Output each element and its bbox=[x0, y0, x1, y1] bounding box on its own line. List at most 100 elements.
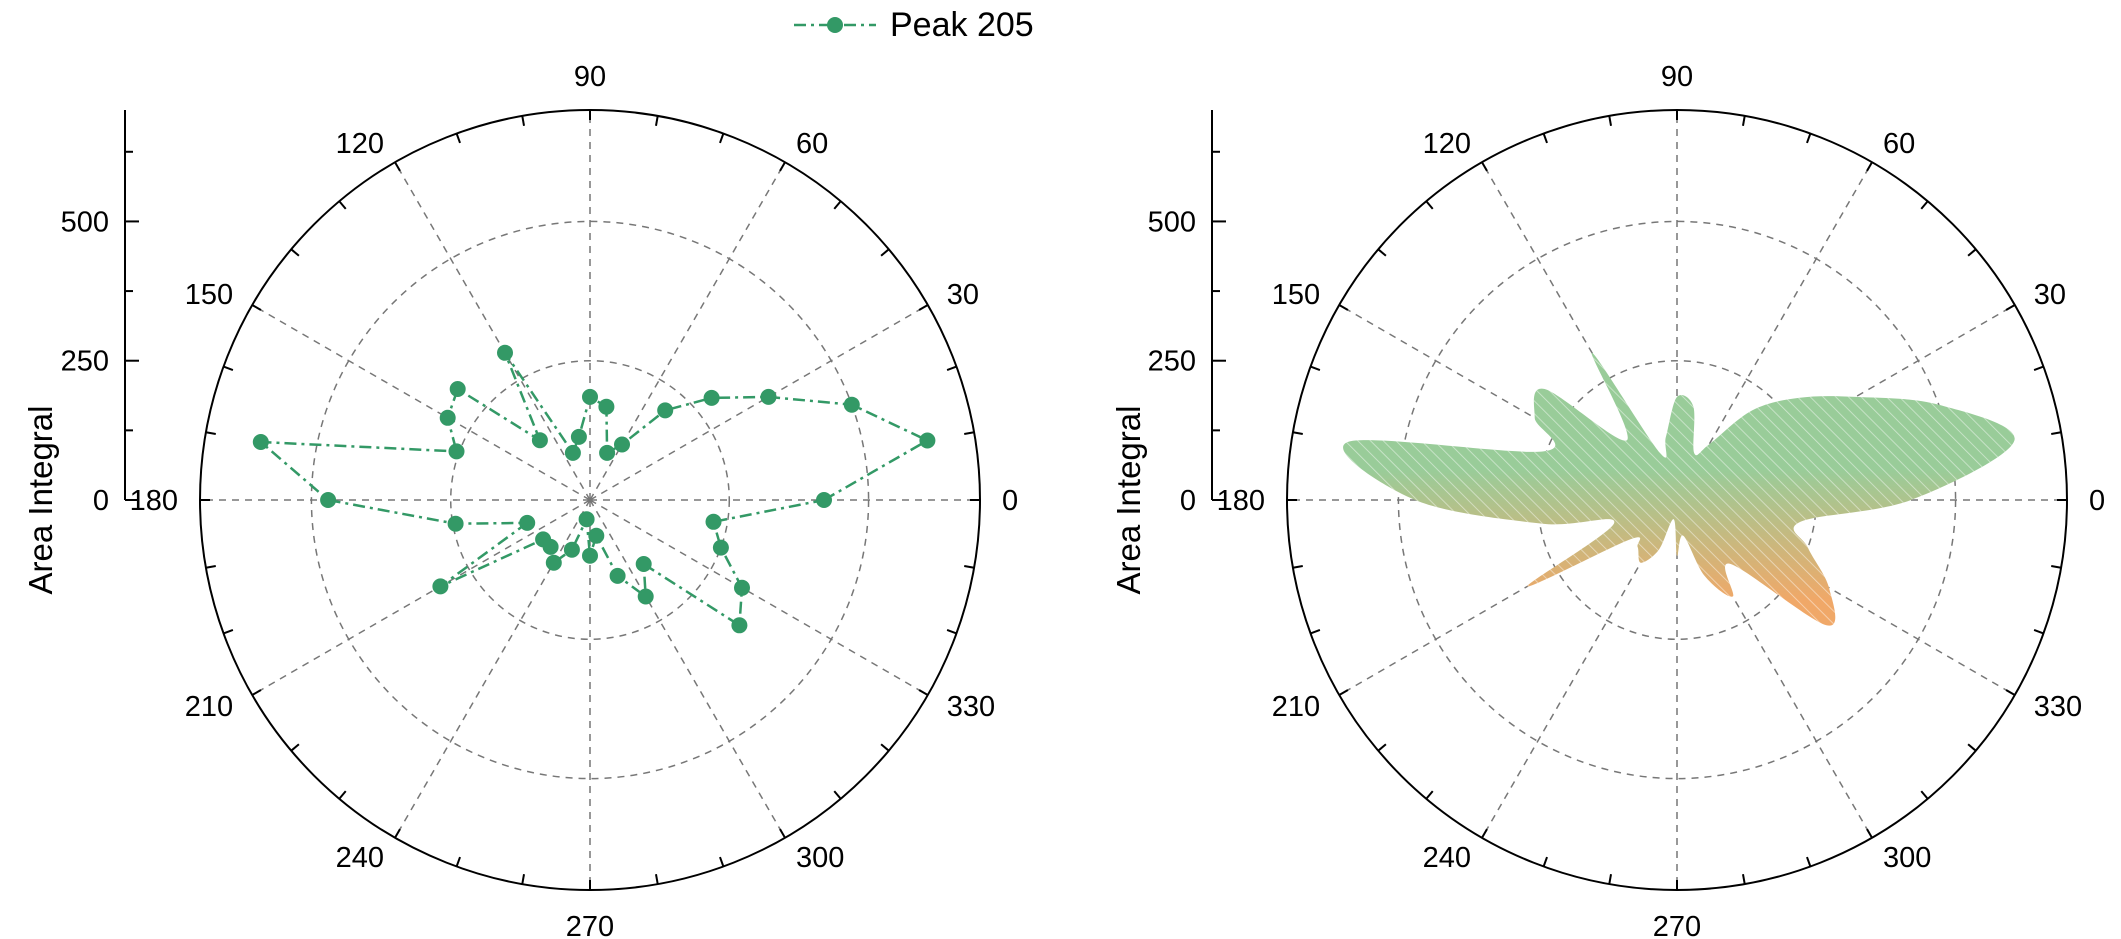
angular-tick bbox=[655, 115, 659, 126]
angular-tick bbox=[1310, 629, 1321, 635]
angular-tick bbox=[880, 248, 890, 257]
data-point bbox=[760, 388, 777, 405]
data-point bbox=[705, 513, 722, 530]
angular-tick bbox=[779, 161, 786, 172]
radial-axis-label: Area Integral bbox=[22, 406, 59, 595]
angular-tick bbox=[1608, 115, 1612, 126]
angular-tick-label: 30 bbox=[2034, 279, 2066, 311]
data-point bbox=[252, 434, 269, 450]
angular-tick bbox=[455, 856, 461, 867]
angular-tick bbox=[719, 856, 725, 867]
angular-tick-label: 210 bbox=[1272, 691, 1320, 723]
data-point bbox=[598, 398, 615, 415]
angular-tick bbox=[394, 161, 401, 172]
data-point bbox=[816, 492, 832, 508]
polar-chart-left: 03060901201501802102402703003300250500Ar… bbox=[22, 61, 1018, 939]
data-point bbox=[497, 344, 513, 361]
data-point bbox=[449, 381, 466, 397]
data-point bbox=[703, 389, 720, 406]
angular-tick bbox=[964, 565, 975, 569]
grid-radial-line bbox=[1676, 161, 1873, 501]
angular-tick bbox=[964, 431, 975, 435]
angular-tick-label: 240 bbox=[336, 842, 384, 874]
legend: Peak 205 bbox=[794, 6, 1034, 44]
data-point bbox=[919, 432, 936, 449]
data-point bbox=[564, 444, 581, 461]
angular-tick bbox=[1377, 743, 1387, 752]
angular-tick bbox=[338, 790, 347, 800]
angular-tick bbox=[880, 743, 890, 752]
data-point bbox=[635, 556, 652, 572]
angular-tick bbox=[918, 689, 929, 696]
grid-radial-line bbox=[589, 499, 929, 696]
grid-radial-line bbox=[251, 499, 591, 696]
angular-tick bbox=[946, 629, 957, 635]
angular-tick bbox=[2033, 629, 2044, 635]
angular-tick bbox=[1920, 790, 1929, 800]
grid-radial-line bbox=[394, 161, 591, 501]
angular-tick bbox=[1310, 365, 1321, 371]
data-point bbox=[582, 547, 598, 564]
angular-tick bbox=[2005, 689, 2016, 696]
angular-tick bbox=[1866, 161, 1873, 172]
angular-tick bbox=[2051, 565, 2062, 569]
angular-tick bbox=[918, 304, 929, 311]
data-point bbox=[734, 579, 750, 596]
angular-tick bbox=[1742, 115, 1746, 126]
data-point bbox=[563, 541, 580, 558]
angular-tick bbox=[655, 874, 659, 885]
data-point bbox=[570, 428, 587, 445]
data-point bbox=[519, 514, 536, 531]
data-point bbox=[432, 578, 449, 595]
grid-radial-line bbox=[251, 304, 591, 501]
angular-tick-label: 150 bbox=[1272, 279, 1320, 311]
angular-tick bbox=[1806, 133, 1812, 144]
grid-radial-line bbox=[589, 499, 786, 839]
angular-tick bbox=[1425, 790, 1434, 800]
angular-tick bbox=[1292, 565, 1303, 569]
angular-tick-label: 270 bbox=[1653, 911, 1701, 939]
angular-tick-label: 330 bbox=[947, 691, 995, 723]
angular-tick bbox=[833, 790, 842, 800]
data-point bbox=[657, 402, 674, 419]
radial-tick-label: 500 bbox=[1148, 206, 1196, 238]
angular-tick bbox=[1806, 856, 1812, 867]
data-point bbox=[545, 554, 562, 571]
data-point bbox=[637, 588, 654, 605]
data-point bbox=[588, 527, 605, 544]
data-point bbox=[448, 443, 465, 460]
angular-tick bbox=[521, 115, 525, 126]
radial-tick-label: 0 bbox=[93, 485, 109, 517]
data-point bbox=[582, 388, 598, 405]
grid-radial-line bbox=[394, 499, 591, 839]
angular-tick bbox=[1967, 248, 1977, 257]
radial-tick-label: 250 bbox=[1148, 346, 1196, 378]
angular-tick bbox=[1542, 133, 1548, 144]
angular-tick bbox=[1742, 874, 1746, 885]
angular-tick bbox=[1920, 200, 1929, 210]
data-point bbox=[439, 409, 456, 426]
grid-radial-line bbox=[589, 304, 929, 501]
data-point bbox=[731, 617, 748, 634]
angular-tick bbox=[1338, 689, 1349, 696]
angular-tick bbox=[290, 248, 300, 257]
angular-tick bbox=[833, 200, 842, 210]
angular-tick-label: 120 bbox=[1423, 128, 1471, 160]
angular-tick-label: 270 bbox=[566, 911, 614, 939]
angular-tick-label: 240 bbox=[1423, 842, 1471, 874]
angular-tick bbox=[205, 565, 216, 569]
radial-tick-label: 0 bbox=[1180, 485, 1196, 517]
angular-tick bbox=[1338, 304, 1349, 311]
data-point bbox=[599, 444, 616, 461]
data-point bbox=[578, 511, 595, 528]
angular-tick bbox=[394, 828, 401, 839]
angular-tick bbox=[2033, 365, 2044, 371]
angular-tick-label: 30 bbox=[947, 279, 979, 311]
angular-tick bbox=[251, 304, 262, 311]
data-point bbox=[712, 539, 729, 556]
angular-tick bbox=[205, 431, 216, 435]
data-point bbox=[531, 432, 548, 449]
angular-tick bbox=[455, 133, 461, 144]
angular-tick-label: 60 bbox=[796, 128, 828, 160]
angular-tick-label: 60 bbox=[1883, 128, 1915, 160]
